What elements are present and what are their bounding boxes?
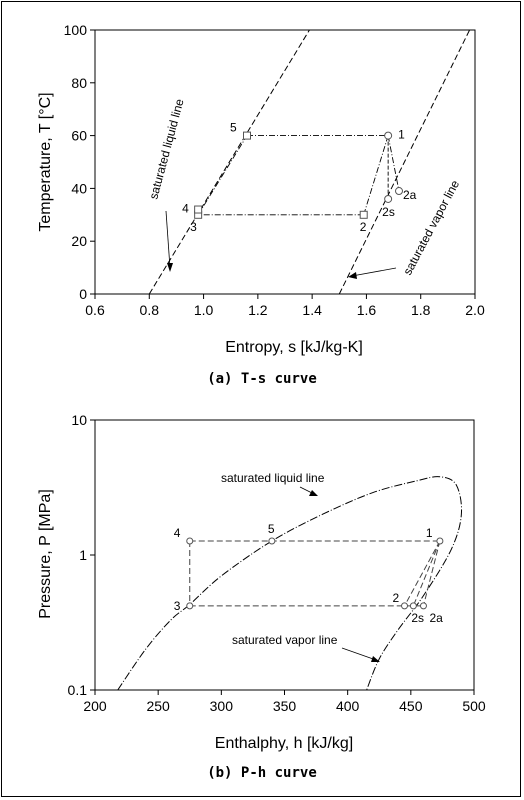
ts-caption: (a) T-s curve <box>207 371 317 387</box>
ts-saturation-line <box>338 30 471 294</box>
ts-point-marker <box>194 205 203 214</box>
ph-point-label: 4 <box>174 526 181 540</box>
ph-point-marker <box>268 537 276 545</box>
ph-arrow-vapor <box>341 647 377 661</box>
ts-arrow-vapor <box>351 267 397 277</box>
ts-xtick-label: 2.0 <box>465 302 485 318</box>
ph-xtick-label: 200 <box>83 698 107 714</box>
ts-ytick-label: 60 <box>71 128 87 144</box>
ph-ytick-label: 1 <box>79 547 87 563</box>
ph-point-label: 2a <box>429 611 443 625</box>
ts-cycle-segment <box>387 135 400 192</box>
ph-cycle-segment <box>412 540 441 607</box>
ts-point-label: 4 <box>182 202 189 216</box>
ph-annotation-vapor: saturated vapor line <box>232 633 338 647</box>
ph-ytick-label: 10 <box>71 412 87 428</box>
ts-cycle-segment <box>197 135 248 216</box>
ts-point-label: 3 <box>190 220 197 234</box>
ts-xtick-label: 1.6 <box>357 302 377 318</box>
ph-point-marker <box>186 537 194 545</box>
ts-points: 1 2 2s 2a 34 5 <box>182 121 417 234</box>
ph-annotation-liquid: saturated liquid line <box>221 471 325 485</box>
ts-xtick-label: 1.0 <box>194 302 214 318</box>
ts-ytick-label: 0 <box>79 286 87 302</box>
ph-caption: (b) P-h curve <box>207 765 317 781</box>
ph-ylabel: Pressure, P [MPa] <box>37 489 54 619</box>
ph-xtick-label: 300 <box>210 698 234 714</box>
ph-point-label: 2 <box>393 591 400 605</box>
ts-point-label: 2 <box>360 220 367 234</box>
ts-xtick-label: 1.2 <box>248 302 268 318</box>
ts-point-label: 2a <box>403 188 417 202</box>
ph-lines <box>117 476 463 691</box>
ph-chart: 200 250 300 350 400 450 500 0.1 1 10 1 2 2s 2a 3 4 5 En… <box>37 412 486 781</box>
ph-ytick-label: 0.1 <box>68 682 88 698</box>
ts-xtick-label: 1.8 <box>411 302 431 318</box>
ts-point-marker <box>384 131 393 140</box>
ts-plot-area <box>94 29 476 295</box>
ph-arrowhead-vapor <box>371 656 380 662</box>
ts-chart: 0.6 0.8 1.0 1.2 1.4 1.6 1.8 2.0 0 20 40 60 80 100 1 2 2… <box>37 22 485 387</box>
ts-xtick-label: 0.6 <box>85 302 105 318</box>
ph-point-label: 5 <box>268 522 275 536</box>
ph-xtick-label: 400 <box>336 698 360 714</box>
ts-saturation-line <box>148 30 310 294</box>
ph-point-marker <box>409 602 417 610</box>
ph-xtick-label: 450 <box>399 698 423 714</box>
ph-point-label: 1 <box>426 526 433 540</box>
ts-point-marker <box>395 187 403 196</box>
ts-point-label: 1 <box>398 128 405 142</box>
ph-saturation-dome <box>117 476 463 691</box>
ts-arrowhead-liquid <box>167 263 173 272</box>
ts-ytick-label: 100 <box>64 22 88 38</box>
ts-ylabel: Temperature, T [°C] <box>37 92 54 231</box>
ph-point-label: 3 <box>174 599 181 613</box>
ts-ytick-label: 40 <box>71 180 87 196</box>
ts-cycle-segment <box>363 135 389 215</box>
ts-ytick-label: 80 <box>71 75 87 91</box>
ph-xtick-label: 350 <box>273 698 297 714</box>
ts-point-marker <box>243 131 251 140</box>
ts-ytick-label: 20 <box>71 233 87 249</box>
ph-xlabel: Enthalphy, h [kJ/kg] <box>215 735 353 752</box>
ph-cycle-segment <box>404 540 441 607</box>
ts-xtick-label: 0.8 <box>140 302 160 318</box>
ph-point-marker <box>436 537 444 545</box>
ph-point-label: 2s <box>411 611 424 625</box>
ph-plot-area <box>94 419 475 691</box>
ph-cycle-segment <box>422 540 441 606</box>
ts-point-marker <box>359 210 368 219</box>
ts-ticks: 0.6 0.8 1.0 1.2 1.4 1.6 1.8 2.0 0 20 40 60 80 100 <box>64 22 485 318</box>
ts-arrow-liquid <box>165 210 171 269</box>
ph-xtick-label: 250 <box>146 698 170 714</box>
ts-point-label: 5 <box>230 121 237 135</box>
ts-xlabel: Entropy, s [kJ/kg-K] <box>225 339 363 356</box>
ph-points: 1 2 2s 2a 3 4 5 <box>174 522 444 625</box>
ts-arrowhead-vapor <box>348 272 357 279</box>
ts-xtick-label: 1.4 <box>302 302 322 318</box>
ts-point-label: 2s <box>382 205 395 219</box>
ts-point-marker <box>384 194 393 203</box>
ts-annotation-liquid: saturated liquid line <box>146 97 186 201</box>
ph-ticks: 200 250 300 350 400 450 500 0.1 1 10 <box>68 412 486 714</box>
ph-arrowhead-liquid <box>309 490 318 496</box>
ph-point-marker <box>186 602 194 610</box>
ph-point-marker <box>419 602 427 610</box>
ph-point-marker <box>401 602 409 610</box>
ph-xtick-label: 500 <box>462 698 486 714</box>
